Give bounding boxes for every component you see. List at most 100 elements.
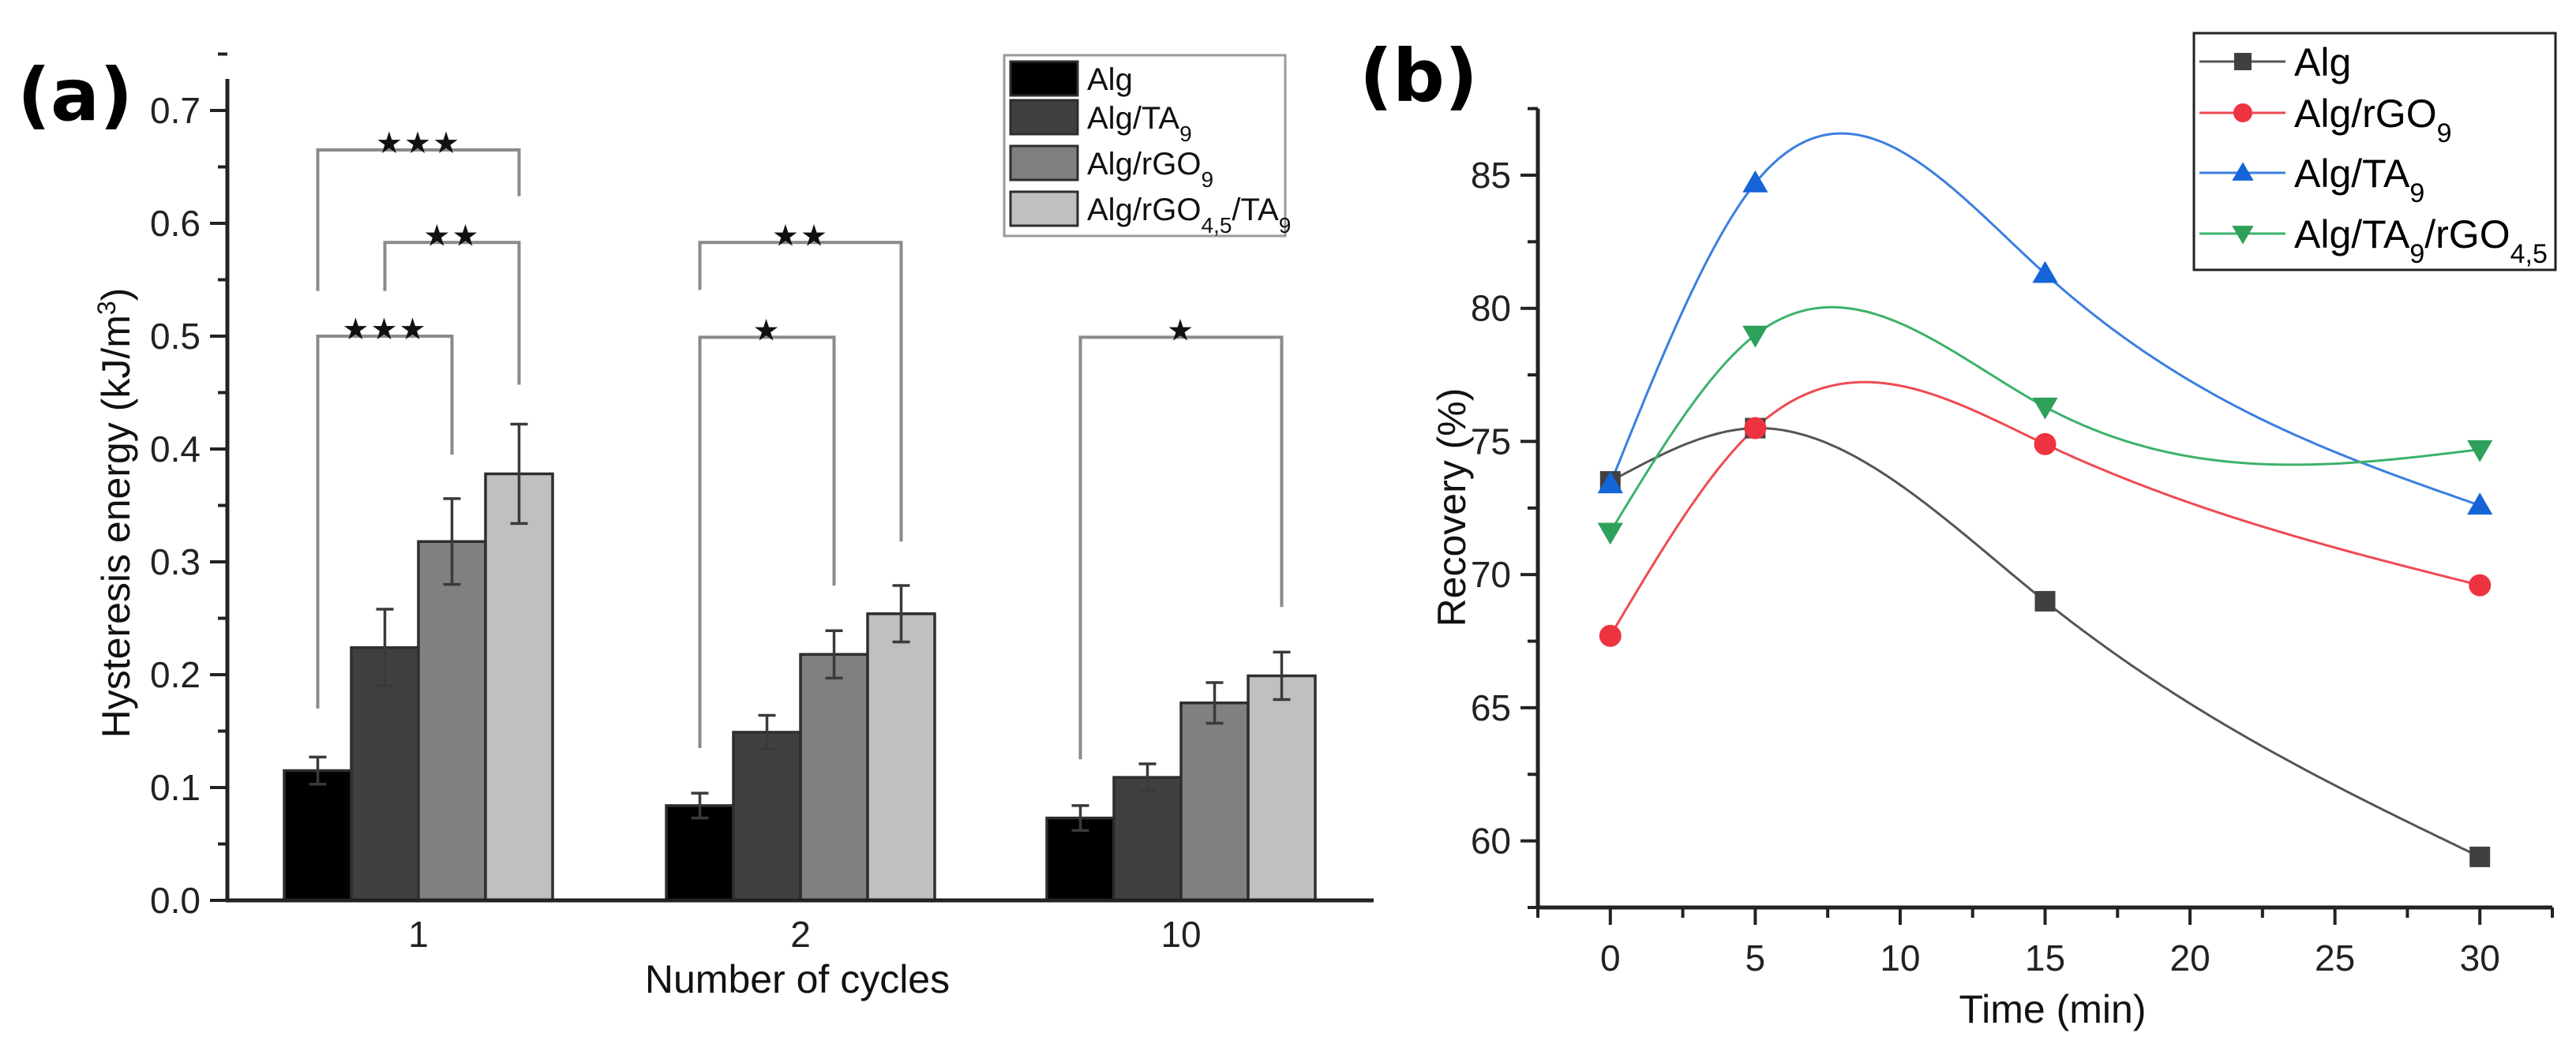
bracket-line — [698, 241, 903, 542]
significance-bracket: ★★★ — [316, 125, 521, 291]
subscript: 9 — [2409, 178, 2424, 208]
x-axis-title: Time (min) — [1959, 987, 2146, 1031]
legend-marker — [2234, 53, 2252, 70]
legend-label: Alg/rGO4,5/TA9 — [1087, 193, 1291, 238]
bracket-line — [316, 335, 454, 709]
legend-item: Alg — [1009, 60, 1133, 97]
superscript: 3 — [92, 301, 121, 315]
text-span: /rGO — [2424, 212, 2510, 256]
subscript: 4,5 — [2510, 239, 2548, 269]
marker-Alg/TA9 — [2467, 492, 2493, 515]
bar-Alg/rGO9-cycle-1 — [417, 540, 487, 902]
error-bar — [1138, 762, 1157, 793]
x-tick-labels: 1 2 10 — [408, 914, 1201, 955]
bar-Alg/TA9-cycle-10 — [1112, 776, 1183, 902]
significance-bracket: ★ — [1078, 312, 1284, 760]
legend-label: Alg — [1087, 62, 1133, 97]
x-axis-title: Number of cycles — [645, 957, 950, 1001]
x-tick-label: 2 — [790, 914, 811, 955]
significance-stars: ★★ — [423, 218, 480, 253]
x-tick-label: 10 — [1880, 937, 1920, 979]
legend-swatch — [1009, 144, 1079, 181]
y-tick-label: 65 — [1471, 687, 1511, 728]
error-bar — [1206, 681, 1224, 725]
y-tick-label: 60 — [1471, 821, 1511, 862]
significance-bracket: ★★ — [698, 218, 903, 542]
error-bar — [510, 422, 528, 526]
y-axis-title: Hysteresis energy (kJ/m3) — [92, 288, 138, 739]
legend-label: Alg/TA9 — [1087, 101, 1192, 146]
text-span: Hysteresis energy (kJ/m — [94, 315, 138, 738]
marker-Alg/TA9 — [1742, 170, 1768, 193]
marker-Alg — [2469, 846, 2491, 867]
marker-Alg/TA9/rGO4,5 — [2467, 440, 2493, 462]
text-span: Alg/TA — [1087, 101, 1179, 136]
significance-stars: ★★ — [772, 218, 829, 253]
legend-label: Alg/rGO9 — [1087, 147, 1213, 192]
subscript: 9 — [2437, 118, 2452, 148]
text-span: Alg/TA — [2294, 212, 2410, 256]
marker-Alg/TA9 — [1597, 471, 1623, 494]
error-bar — [825, 629, 843, 680]
axes — [225, 79, 1374, 903]
bracket-line — [383, 241, 521, 385]
marker-Alg/TA9/rGO4,5 — [2032, 397, 2058, 420]
legend-marker — [2232, 226, 2254, 245]
legend-swatch — [1009, 60, 1079, 97]
y-ticks: 60 65 70 75 80 85 — [1471, 107, 1538, 909]
x-tick-label: 25 — [2315, 937, 2355, 979]
y-tick-label: 75 — [1471, 421, 1511, 462]
marker-Alg — [2034, 590, 2056, 612]
x-ticks: 0 5 10 15 20 25 30 — [1536, 907, 2554, 979]
subscript: 9 — [1279, 213, 1292, 238]
subscript: 9 — [1201, 167, 1213, 192]
bar-Alg/TA9-cycle-2 — [732, 731, 802, 902]
y-tick-label: 0.3 — [150, 541, 201, 582]
y-tick-label: 0.5 — [150, 316, 201, 357]
y-axis-title: Recovery (%) — [1430, 388, 1474, 627]
text-span: Alg — [2294, 40, 2351, 84]
line-Alg/TA9/rGO4,5 — [1609, 305, 2480, 533]
error-bar — [1071, 804, 1089, 833]
significance-bracket: ★ — [698, 312, 836, 748]
legend-swatch — [1009, 99, 1079, 136]
significance-bracket: ★★ — [383, 218, 521, 385]
significance-bracket: ★★★ — [316, 312, 454, 709]
legend-label: Alg — [2294, 40, 2351, 84]
marker-Alg/TA9 — [2032, 260, 2058, 283]
legend-item: Alg/rGO9 — [1009, 144, 1213, 192]
subscript: 4,5 — [1201, 213, 1232, 238]
error-bar — [376, 608, 394, 688]
y-ticks: 0.0 0.1 0.2 0.3 0.4 0.5 0.6 0.7 — [150, 52, 227, 921]
error-bar — [309, 755, 327, 786]
panel-b-line-chart: (b) 60 65 70 75 80 85 0 5 10 15 20 25 30 Recovery (… — [1359, 32, 2557, 1031]
text-span: Alg/rGO — [1087, 193, 1201, 227]
x-tick-label: 15 — [2025, 937, 2065, 979]
y-tick-label: 0.6 — [150, 203, 201, 244]
subscript: 9 — [1179, 122, 1192, 146]
series-markers — [1597, 170, 2493, 867]
marker-Alg/TA9/rGO4,5 — [1597, 522, 1623, 545]
legend-label: Alg/rGO9 — [2294, 92, 2452, 148]
marker-Alg/rGO9 — [2469, 574, 2492, 597]
marker-Alg/rGO9 — [1599, 624, 1622, 647]
legend-item: Alg/TA9 — [2199, 152, 2424, 208]
subscript: 9 — [2409, 239, 2424, 269]
bar-Alg/rGO4,5/TA9-cycle-2 — [866, 612, 936, 902]
bar-Alg/rGO9-cycle-2 — [799, 653, 869, 902]
bracket-line — [316, 148, 521, 291]
error-bar — [443, 497, 461, 586]
y-tick-label: 0.0 — [150, 880, 201, 921]
text-span: Alg — [1087, 62, 1133, 97]
bar-Alg-cycle-1 — [283, 769, 353, 902]
legend-label: Alg/TA9 — [2294, 152, 2424, 208]
x-tick-label: 10 — [1161, 914, 1201, 955]
x-tick-label: 30 — [2460, 937, 2500, 979]
marker-Alg/rGO9 — [2034, 432, 2057, 455]
bracket-line — [1078, 335, 1284, 760]
error-bar — [892, 584, 910, 644]
y-tick-label: 0.1 — [150, 767, 201, 808]
